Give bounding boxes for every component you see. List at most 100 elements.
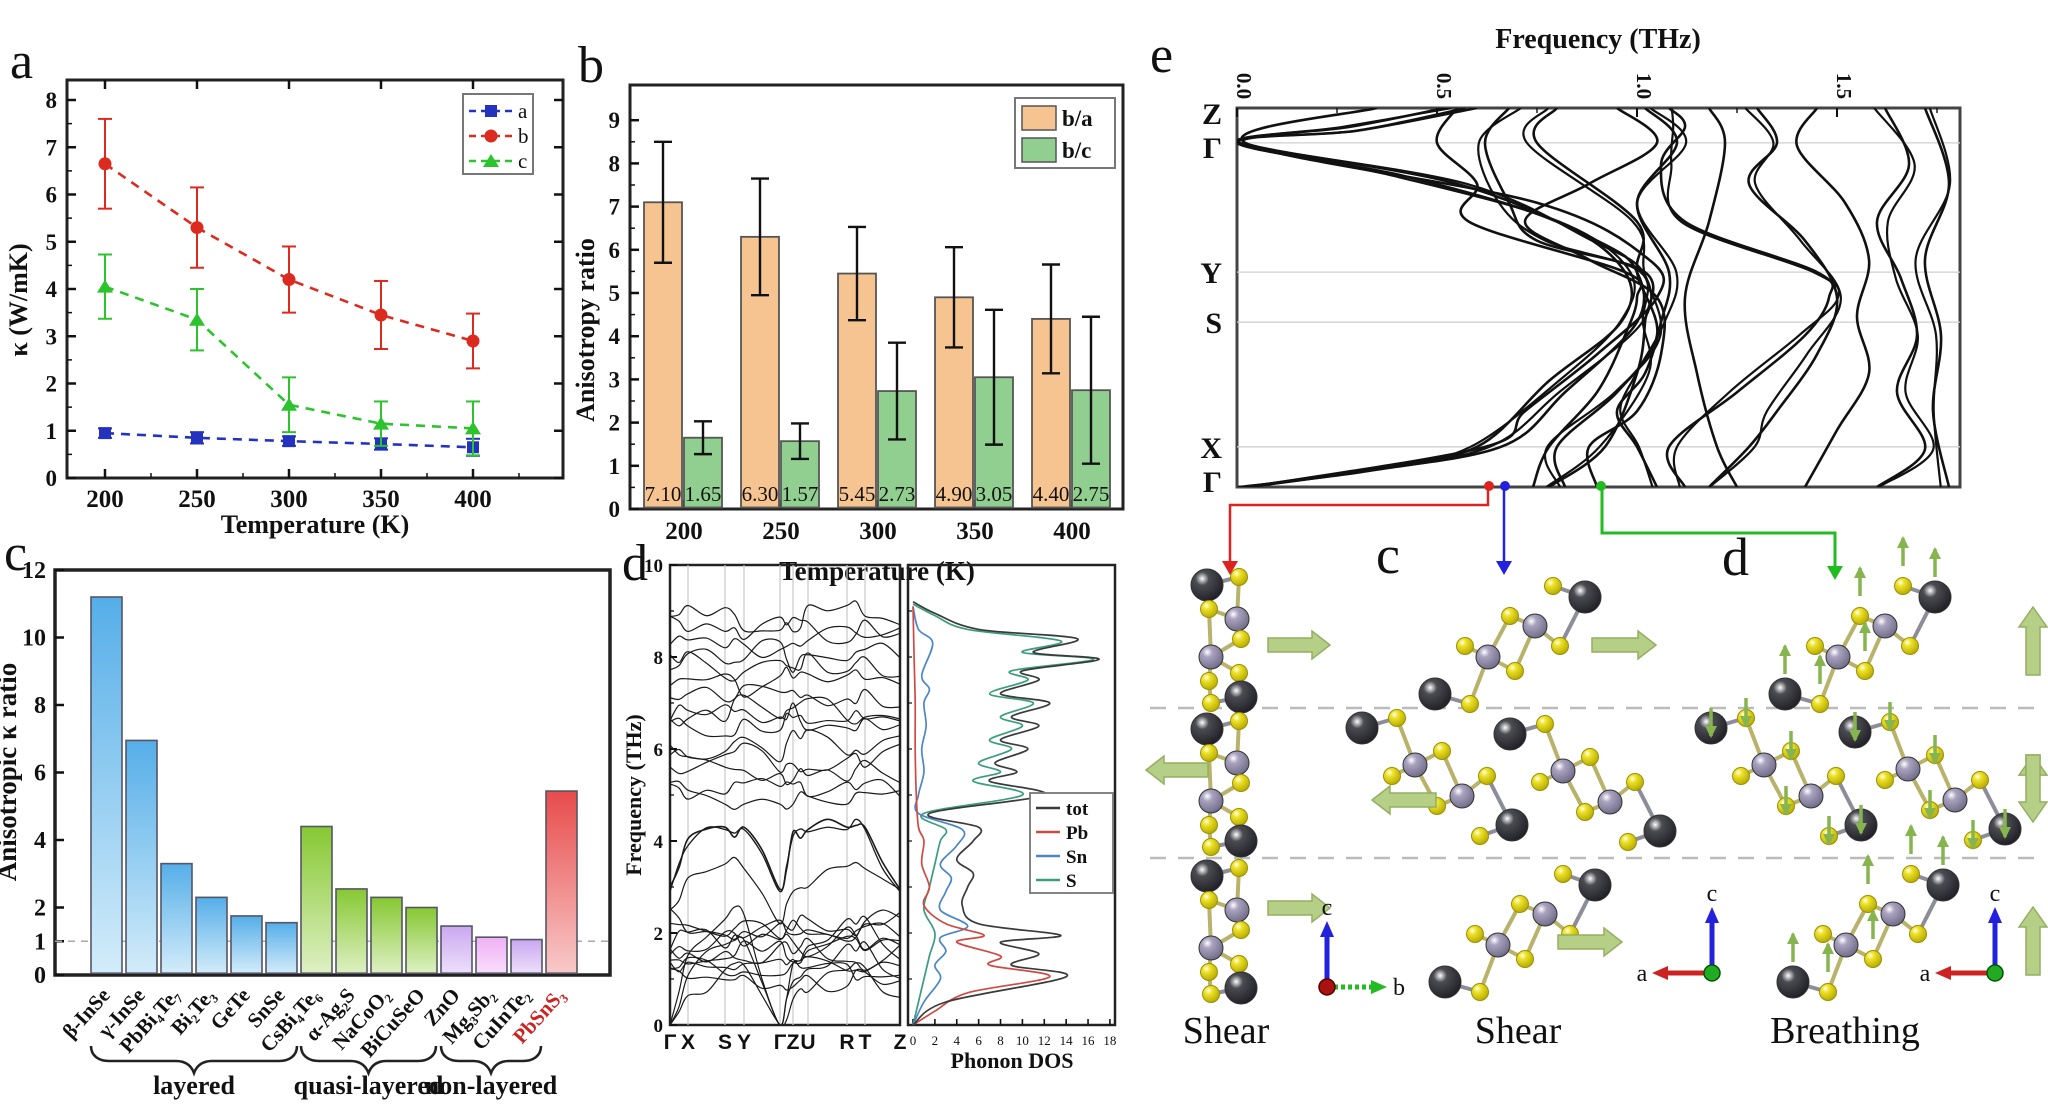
x-tick-label: 250: [178, 486, 216, 513]
k-point-label: U: [800, 1031, 815, 1054]
breathing-big-arrow-down: [2017, 754, 2048, 824]
x-tick-label: 16: [1082, 1033, 1096, 1048]
x-tick-label: 350: [956, 518, 994, 545]
x-tick-label: 1.5: [1832, 73, 1856, 99]
x-axis-title: Phonon DOS: [951, 1048, 1074, 1073]
gizmo-a-label: a: [1637, 961, 1648, 987]
phonon-branch: [670, 666, 900, 698]
atom-s: [1531, 773, 1549, 791]
k-point-label: Γ: [1203, 132, 1222, 165]
bar-value-label: 6.30: [742, 482, 779, 506]
mode-caption-shear-1: Shear: [1182, 1010, 1270, 1052]
breathing-arrowhead: [1780, 804, 1792, 816]
k-point-label: Y: [1200, 257, 1222, 290]
bar-CsBi₄Te₆[interactable]: [300, 825, 333, 974]
bar-value-label: 2.75: [1073, 482, 1110, 506]
y-axis-title: Anisotropy ratio: [571, 238, 600, 422]
atom-s: [1200, 600, 1218, 618]
breathing-arrowhead: [1862, 854, 1874, 866]
marker-circle: [484, 129, 498, 143]
atom-s: [1230, 712, 1248, 730]
atom-s: [1554, 865, 1572, 883]
bar-α-Ag₂S[interactable]: [335, 888, 368, 974]
atom-sn: [1751, 752, 1777, 778]
atom-pb: [1776, 965, 1810, 999]
y-tick-label: 2: [46, 372, 58, 397]
k-point-label: Z: [1202, 98, 1222, 131]
y-tick-label: 0: [609, 497, 621, 522]
atom-s: [1200, 963, 1218, 981]
y-tick-label: 3: [46, 324, 58, 349]
y-tick-label: 1: [609, 454, 621, 479]
k-point-label: Y: [737, 1031, 751, 1054]
marker-circle: [466, 334, 480, 348]
atom-s: [1202, 985, 1220, 1003]
phonon-branch: [670, 905, 900, 1025]
phonon-branch: [670, 780, 900, 810]
phonon-branch: [670, 694, 900, 727]
atom-s: [1200, 891, 1218, 909]
bar-ZnO[interactable]: [440, 925, 473, 975]
marker-triangle: [189, 312, 205, 326]
atom-s: [1388, 709, 1406, 727]
breathing-arrowhead: [1867, 909, 1879, 921]
bar-BiCuSeO[interactable]: [405, 906, 438, 974]
connector-arrowhead: [1827, 566, 1843, 580]
atom-s: [1461, 695, 1479, 713]
gizmo-a-arrowhead: [1935, 966, 1951, 980]
bar-PbBi₄Te₇[interactable]: [160, 862, 193, 974]
atom-s: [1202, 838, 1220, 856]
atom-sn: [1798, 783, 1824, 809]
breathing-arrowhead: [1937, 835, 1949, 847]
breathing-arrowhead: [1779, 644, 1791, 656]
atom-s: [1230, 568, 1248, 586]
phonon-branch: [670, 742, 900, 775]
panel-a-plot: 0 1 2 3 4 5 6 7 8 200 250 300 350 400 Temperature (K) κ…: [4, 78, 565, 539]
panel-a-letter: a: [10, 33, 34, 90]
panel-c-letter: c: [4, 525, 28, 582]
legend-b: b/a b/c: [1014, 97, 1116, 169]
atom-pb: [1224, 680, 1258, 714]
bar-γ-InSe[interactable]: [125, 739, 158, 974]
gizmo-c-arrowhead: [1705, 907, 1719, 923]
atom-s: [1581, 748, 1599, 766]
marker-triangle: [373, 416, 389, 430]
shear-arrow: [1557, 926, 1624, 958]
breathing-arrowhead: [1967, 838, 1979, 850]
bar-PbSnS₃[interactable]: [545, 790, 578, 974]
phonon-branch: [1522, 108, 1663, 487]
atom-s: [1827, 767, 1845, 785]
atom-s: [1626, 773, 1644, 791]
bar-NaCoO₂[interactable]: [370, 896, 403, 974]
marker-circle: [374, 308, 388, 322]
y-tick-label: 1: [46, 419, 58, 444]
phonon-branch: [1795, 108, 1871, 487]
atom-s: [1471, 827, 1489, 845]
atom-sn: [1522, 613, 1548, 639]
atom-s: [1859, 895, 1877, 913]
bar-β-InSe[interactable]: [90, 596, 123, 975]
atom-s: [1232, 774, 1250, 792]
phonon-branch: [670, 625, 900, 658]
bar-Bi₂Te₃[interactable]: [195, 896, 228, 974]
phonon-branch: [1875, 108, 1927, 487]
bar-CuInTe₂[interactable]: [510, 938, 543, 975]
phonon-branch: [1873, 108, 1935, 487]
y-tick-label: 10: [22, 626, 46, 652]
y-tick-label: 4: [46, 277, 58, 302]
y-tick-label: 2: [34, 896, 46, 922]
gizmo-b-arrowhead: [1371, 980, 1387, 994]
y-tick-label: 7: [46, 135, 58, 160]
x-tick-label: 300: [270, 486, 308, 513]
bar-GeTe[interactable]: [230, 915, 263, 975]
structure-slab: [1345, 709, 1529, 845]
structure-slab: [1428, 865, 1612, 1001]
bar-group-200: 7.10 1.65: [643, 140, 723, 509]
bar-Mg₃Sb₂[interactable]: [475, 936, 508, 975]
atom-sn: [1825, 644, 1851, 670]
phonon-branch: [670, 908, 900, 941]
series-c: [97, 253, 481, 457]
shear-arrow: [1591, 629, 1658, 661]
bar-SnSe[interactable]: [265, 921, 298, 975]
